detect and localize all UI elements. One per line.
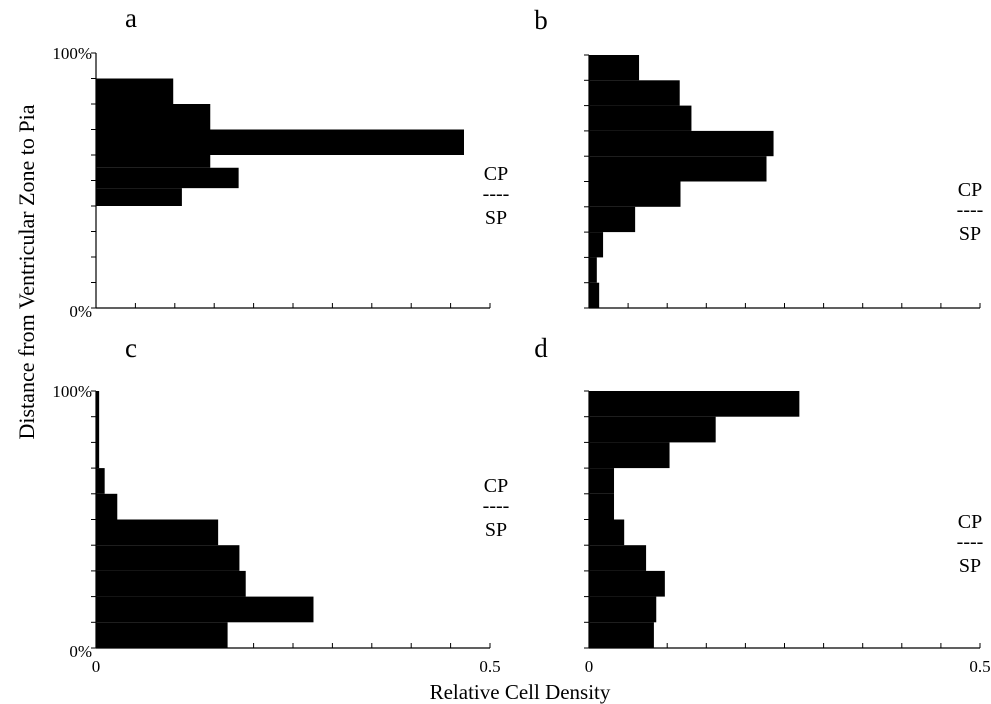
- histogram-bar: [96, 188, 182, 206]
- histogram-bar: [96, 104, 211, 130]
- y-tick-label-top: 100%: [52, 44, 92, 63]
- region-label-divider: ----: [957, 531, 984, 553]
- y-axis-title: Distance from Ventricular Zone to Pia: [14, 104, 39, 439]
- histogram-bar: [589, 282, 600, 308]
- histogram-bar: [96, 155, 211, 168]
- histogram-bar: [589, 622, 654, 648]
- panel-d: d 0 0.5 CP----SP: [534, 333, 990, 676]
- panel-b: b CP----SP: [534, 5, 984, 309]
- histogram-bar: [589, 468, 615, 494]
- histogram-bar: [96, 622, 228, 648]
- x-axis-title: Relative Cell Density: [430, 680, 611, 704]
- x-tick-label-left: 0: [92, 657, 101, 676]
- region-label-divider: ----: [957, 199, 984, 221]
- histogram-bar: [96, 167, 239, 189]
- x-tick-label-left: 0: [585, 657, 594, 676]
- y-tick-label-top: 100%: [52, 382, 92, 401]
- histogram-bar: [589, 55, 640, 81]
- region-label-divider: ----: [483, 495, 510, 517]
- x-tick-label-right: 0.5: [479, 657, 500, 676]
- histogram-bar: [96, 493, 118, 520]
- histogram-bar: [96, 129, 464, 155]
- histogram-bar: [589, 596, 657, 623]
- histogram-bar: [96, 545, 240, 571]
- panel-letter: d: [534, 333, 548, 363]
- region-label-cp: CP: [484, 163, 508, 185]
- panel-a: a 100% 0% CP----SP: [52, 3, 509, 321]
- region-label-sp: SP: [959, 223, 981, 245]
- histogram-bar: [96, 468, 105, 494]
- histogram-bar: [589, 181, 681, 207]
- histogram-bar: [96, 570, 246, 597]
- panel-letter: a: [125, 3, 137, 33]
- histogram-bar: [589, 206, 636, 233]
- histogram-bar: [589, 257, 597, 283]
- x-tick-label-right: 0.5: [969, 657, 990, 676]
- histogram-bar: [589, 442, 670, 469]
- histogram-bar: [589, 105, 692, 131]
- histogram-bar: [589, 80, 680, 106]
- histogram-bar: [96, 596, 314, 623]
- histogram-bar: [96, 391, 100, 469]
- region-label-sp: SP: [485, 207, 507, 229]
- histogram-bar: [589, 493, 615, 520]
- region-label-cp: CP: [958, 511, 982, 533]
- histogram-bar: [589, 391, 800, 417]
- histogram-bar: [589, 130, 774, 157]
- panel-c: c 100% 0%0 0.5 CP----SP: [52, 333, 509, 676]
- histogram-bar: [96, 519, 219, 546]
- histogram-bar: [589, 232, 604, 258]
- histogram-bar: [589, 416, 716, 443]
- region-label-divider: ----: [483, 183, 510, 205]
- histogram-bar: [96, 78, 174, 104]
- y-tick-label-bottom: 0%: [69, 302, 92, 321]
- region-label-sp: SP: [485, 519, 507, 541]
- histogram-bar: [589, 156, 767, 182]
- histogram-bar: [589, 545, 647, 571]
- region-label-cp: CP: [484, 475, 508, 497]
- histogram-bar: [589, 570, 665, 597]
- panel-letter: c: [125, 333, 137, 363]
- region-label-sp: SP: [959, 555, 981, 577]
- histogram-bar: [589, 519, 625, 546]
- panel-letter: b: [534, 5, 548, 35]
- region-label-cp: CP: [958, 179, 982, 201]
- y-tick-label-bottom: 0%: [69, 642, 92, 661]
